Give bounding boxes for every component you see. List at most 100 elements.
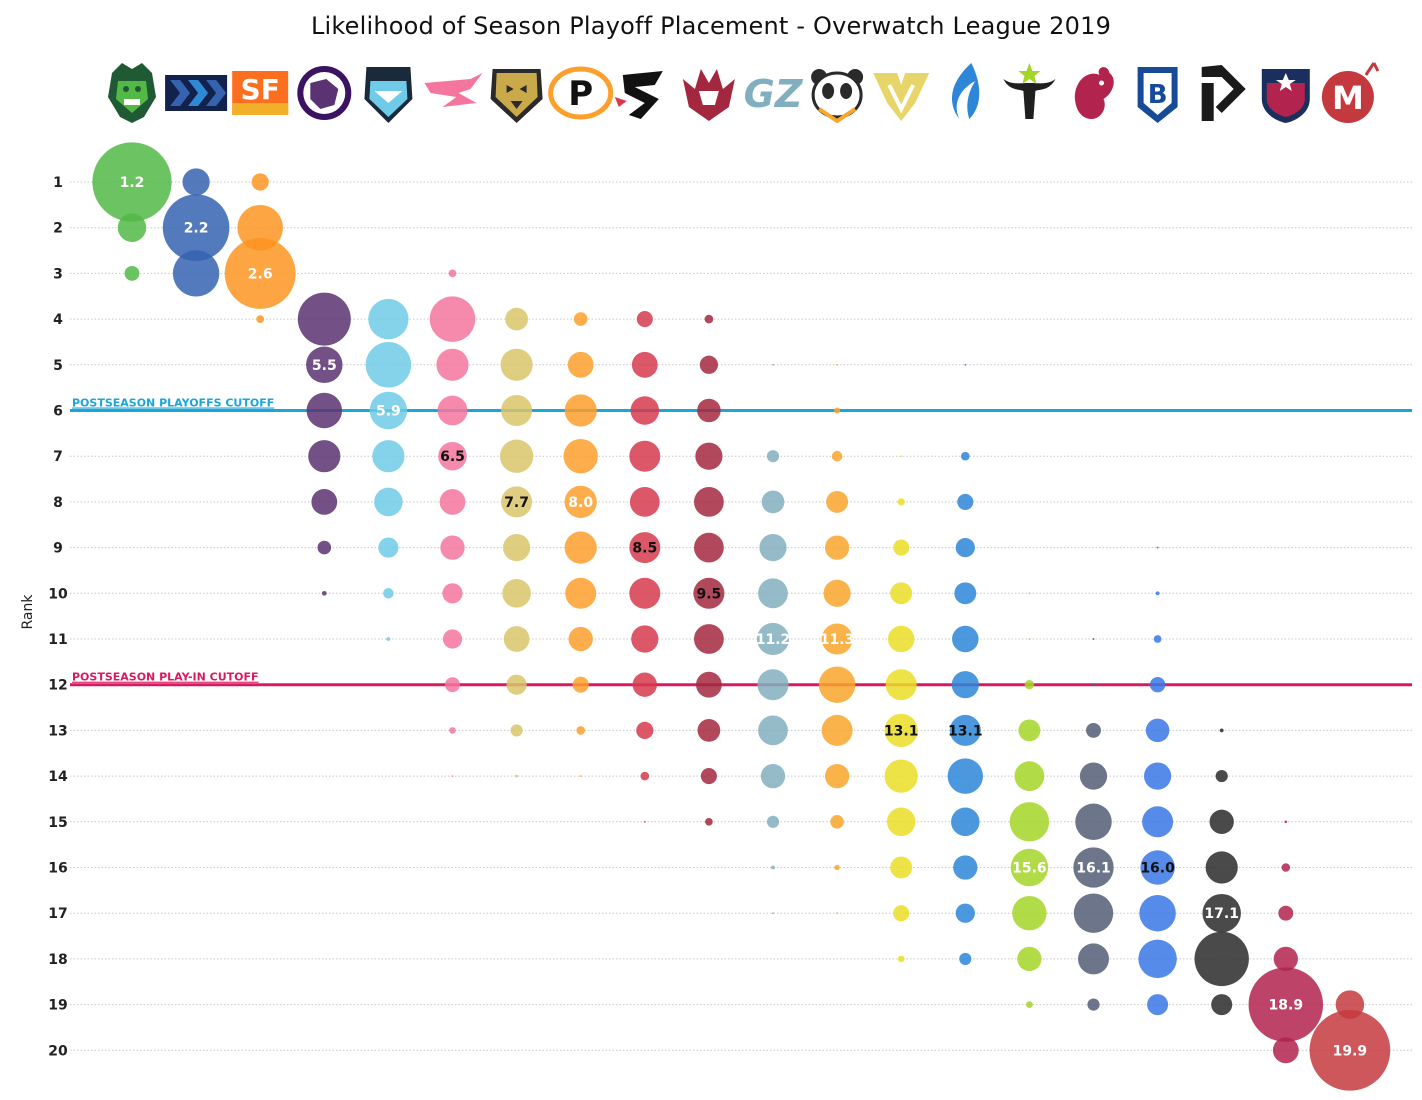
bubble-guangzhou-charge-rank-5 [772, 363, 774, 366]
seoul-dynasty-logo-icon [490, 69, 543, 123]
bubble-toronto-defiant-rank-16 [1205, 851, 1238, 884]
rank-label-8: 8 [53, 495, 63, 511]
london-spitfire-logo-icon [364, 67, 413, 123]
bubble-philadelphia-fusion-rank-12 [572, 676, 589, 693]
bubble-atlanta-reign-rank-6 [697, 398, 721, 423]
bubble-philadelphia-fusion-rank-14 [579, 775, 582, 778]
series-new-york-excelsior [162, 168, 230, 297]
bubble-dallas-fuel-rank-9 [955, 537, 975, 558]
bubble-atlanta-reign-rank-7 [695, 442, 723, 470]
bubble-shanghai-hunters-rank-11 [442, 629, 463, 649]
bubble-chengdu-hunters-rank-15 [830, 815, 844, 829]
mean-label-new-york-excelsior: 2.2 [184, 221, 209, 237]
bubble-houston-outlaws-rank-19 [1026, 1001, 1033, 1008]
bubble-guangzhou-charge-rank-12 [757, 669, 789, 701]
bubble-boston-uprising-rank-10 [1155, 591, 1160, 596]
bubbles [92, 142, 1391, 1091]
bubble-atlanta-reign-rank-10 [693, 577, 725, 609]
bubble-atlanta-reign-rank-13 [697, 719, 721, 742]
bubble-houston-outlaws-rank-13 [1018, 719, 1041, 742]
los-angeles-valiant-logo-icon [873, 73, 930, 121]
bubble-los-angeles-valiant-rank-13 [884, 713, 918, 748]
bubble-philadelphia-fusion-rank-9 [564, 531, 597, 564]
series-toronto-defiant [1194, 728, 1249, 1016]
bubble-toronto-defiant-rank-13 [1219, 728, 1224, 733]
bubble-chengdu-hunters-rank-10 [823, 579, 851, 607]
bubble-new-york-excelsior-rank-1 [182, 168, 210, 196]
bubble-los-angeles-valiant-rank-17 [893, 905, 910, 922]
bubble-chengdu-hunters-rank-6 [834, 407, 841, 414]
bubble-seoul-dynasty-rank-10 [502, 579, 531, 608]
bubble-houston-outlaws-rank-16 [1010, 848, 1049, 887]
series-los-angeles-gladiators [297, 292, 351, 596]
bubble-boston-uprising-rank-18 [1138, 939, 1177, 979]
bubble-san-francisco-shock-rank-1 [251, 173, 269, 191]
bubble-atlanta-reign-rank-12 [696, 671, 722, 698]
bubble-shenzhen-spark-rank-11 [631, 625, 659, 653]
series-dallas-fuel [947, 363, 984, 965]
bubble-dallas-fuel-rank-14 [947, 758, 984, 794]
bubble-los-angeles-valiant-rank-16 [890, 856, 913, 879]
rank-label-1: 1 [53, 175, 63, 191]
bubble-philadelphia-fusion-rank-10 [565, 577, 597, 609]
bubble-chengdu-hunters-rank-17 [836, 912, 839, 915]
bubble-los-angeles-gladiators-rank-10 [321, 590, 327, 596]
bubble-toronto-defiant-rank-15 [1209, 809, 1234, 834]
bubble-paris-eternal-rank-19 [1087, 998, 1100, 1011]
svg-text:P: P [568, 74, 593, 114]
bubble-guangzhou-charge-rank-11 [756, 622, 790, 656]
bubble-shenzhen-spark-rank-10 [629, 577, 661, 609]
svg-text:M: M [1332, 79, 1364, 117]
bubble-shenzhen-spark-rank-14 [640, 771, 650, 781]
bubble-shenzhen-spark-rank-8 [629, 487, 660, 517]
bubble-washington-justice-rank-17 [1278, 905, 1294, 921]
bubble-paris-eternal-rank-15 [1075, 803, 1112, 841]
series-paris-eternal [1073, 638, 1114, 1011]
mean-labels: 1.2 2.2 2.6 5.5 5.9 6.5 7.7 8.0 8.5 9.5 11.2 11.3 13… [120, 175, 1368, 1059]
rank-label-9: 9 [53, 541, 63, 557]
bubble-dallas-fuel-rank-13 [949, 714, 981, 746]
mean-label-atlanta-reign: 9.5 [696, 586, 721, 602]
mean-label-washington-justice: 18.9 [1269, 998, 1304, 1014]
bubble-shenzhen-spark-rank-6 [630, 396, 660, 425]
bubble-dallas-fuel-rank-18 [959, 952, 972, 965]
bubble-chengdu-hunters-rank-8 [826, 490, 849, 513]
bubble-shanghai-hunters-rank-8 [439, 489, 466, 515]
bubble-london-spitfire-rank-5 [365, 342, 412, 388]
bubble-paris-eternal-rank-18 [1078, 943, 1109, 975]
series-atlanta-reign [693, 314, 725, 826]
bubble-london-spitfire-rank-8 [374, 487, 403, 517]
bubble-paris-eternal-rank-17 [1073, 893, 1114, 933]
atlanta-reign-logo-icon [682, 69, 735, 121]
team-logos-row: SF P GZ B M [108, 62, 1380, 124]
bubble-shanghai-hunters-rank-3 [448, 269, 457, 278]
bubble-london-spitfire-rank-10 [383, 588, 394, 599]
bubble-boston-uprising-rank-14 [1144, 762, 1172, 790]
mean-label-shenzhen-spark: 8.5 [632, 541, 657, 557]
bubble-toronto-defiant-rank-19 [1211, 994, 1233, 1016]
bubble-guangzhou-charge-rank-13 [758, 715, 788, 746]
bubble-atlanta-reign-rank-14 [700, 768, 717, 785]
bubble-guangzhou-charge-rank-16 [771, 865, 775, 870]
bubble-florida-mayhem-rank-20 [1309, 1009, 1391, 1091]
bubble-houston-outlaws-rank-18 [1017, 946, 1042, 972]
bubble-shanghai-hunters-rank-5 [436, 348, 469, 381]
bubble-paris-eternal-rank-12 [1092, 683, 1095, 687]
bubble-chengdu-hunters-rank-11 [821, 623, 853, 655]
bubble-atlanta-reign-rank-5 [699, 355, 719, 374]
rank-label-15: 15 [48, 815, 67, 831]
bubble-seoul-dynasty-rank-4 [505, 307, 528, 331]
bubble-dallas-fuel-rank-7 [961, 451, 970, 461]
bubble-guangzhou-charge-rank-14 [760, 763, 786, 789]
bubble-san-francisco-shock-rank-2 [237, 204, 283, 251]
bubble-houston-outlaws-rank-11 [1028, 638, 1031, 640]
rank-label-2: 2 [53, 221, 63, 237]
series-philadelphia-fusion [563, 312, 598, 778]
mean-label-dallas-fuel: 13.1 [948, 723, 983, 739]
bubble-shenzhen-spark-rank-9 [629, 532, 661, 564]
bubble-los-angeles-valiant-rank-15 [886, 807, 916, 837]
mean-label-london-spitfire: 5.9 [376, 404, 401, 420]
bubble-washington-justice-rank-16 [1281, 863, 1291, 872]
series-washington-justice [1248, 820, 1324, 1064]
mean-label-seoul-dynasty: 7.7 [504, 495, 529, 511]
